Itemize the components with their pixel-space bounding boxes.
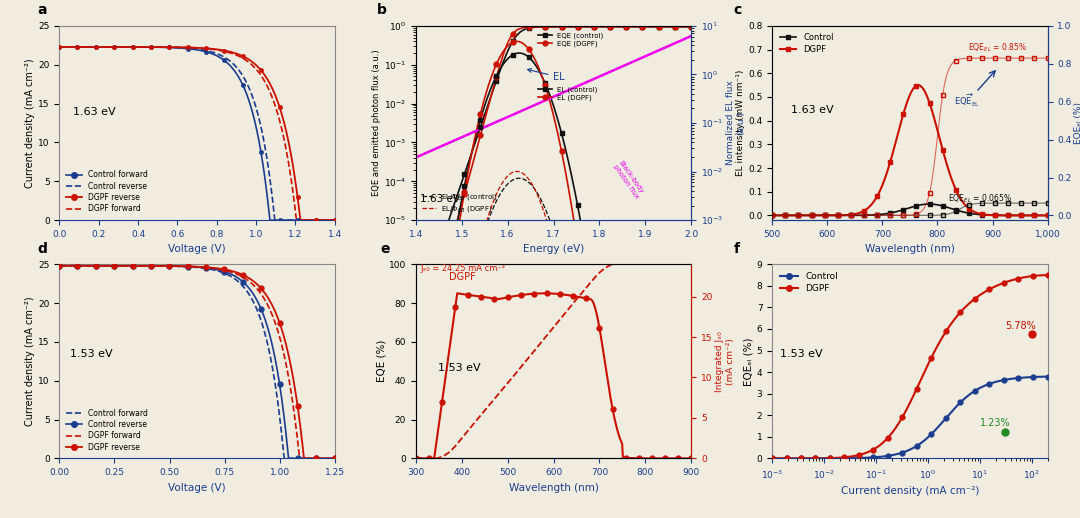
Text: DGPF: DGPF bbox=[449, 272, 475, 282]
Text: c: c bbox=[733, 3, 742, 17]
Text: Jₓ₀ = 24.25 mA cm⁻²: Jₓ₀ = 24.25 mA cm⁻² bbox=[420, 264, 505, 272]
X-axis label: Voltage (V): Voltage (V) bbox=[168, 483, 226, 493]
Text: 1.53 eV: 1.53 eV bbox=[437, 363, 481, 373]
Text: EL: EL bbox=[527, 68, 565, 82]
Y-axis label: Current density (mA cm⁻²): Current density (mA cm⁻²) bbox=[26, 58, 36, 188]
Y-axis label: Integrated Jₓ₀
(mA cm⁻²): Integrated Jₓ₀ (mA cm⁻²) bbox=[715, 331, 734, 392]
Text: 1.63 eV: 1.63 eV bbox=[420, 194, 460, 204]
Text: 1.23%: 1.23% bbox=[980, 418, 1011, 428]
X-axis label: Wavelength (nm): Wavelength (nm) bbox=[509, 483, 598, 493]
Y-axis label: Normalized EL flux
(a.u.): Normalized EL flux (a.u.) bbox=[726, 81, 745, 165]
Text: 5.78%: 5.78% bbox=[1004, 321, 1036, 331]
Text: a: a bbox=[38, 3, 46, 17]
Text: d: d bbox=[38, 241, 48, 255]
Text: EQE$_{EL}$ = 0.065%: EQE$_{EL}$ = 0.065% bbox=[948, 193, 1013, 205]
Y-axis label: EQEₑₗ (%): EQEₑₗ (%) bbox=[744, 337, 754, 385]
Legend: Control forward, Control reverse, DGPF reverse, DGPF forward: Control forward, Control reverse, DGPF r… bbox=[64, 167, 150, 217]
Y-axis label: EQE and emitted photon flux (a.u.): EQE and emitted photon flux (a.u.) bbox=[372, 50, 381, 196]
Text: $\overrightarrow{\rm EQE_{EL}}$: $\overrightarrow{\rm EQE_{EL}}$ bbox=[954, 92, 981, 109]
Text: 1.53 eV: 1.53 eV bbox=[781, 350, 823, 359]
Text: 1.53 eV: 1.53 eV bbox=[70, 350, 113, 359]
Legend: Control, DGPF: Control, DGPF bbox=[777, 30, 837, 57]
Text: f: f bbox=[733, 241, 740, 255]
Legend: EL/$\Phi_{BB}$ (control), EL/$\Phi_{BB}$ (DGPF): EL/$\Phi_{BB}$ (control), EL/$\Phi_{BB}$… bbox=[419, 190, 501, 217]
Text: e: e bbox=[380, 241, 390, 255]
Y-axis label: EQE (%): EQE (%) bbox=[376, 340, 386, 382]
Y-axis label: Current density (mA cm⁻²): Current density (mA cm⁻²) bbox=[26, 296, 36, 426]
Y-axis label: EQEₑₗ (%): EQEₑₗ (%) bbox=[1075, 102, 1080, 144]
X-axis label: Voltage (V): Voltage (V) bbox=[168, 244, 226, 254]
Legend: Control, DGPF: Control, DGPF bbox=[777, 269, 842, 297]
Text: 1.63 eV: 1.63 eV bbox=[792, 105, 834, 116]
Text: EQE$_{EL}$ = 0.85%: EQE$_{EL}$ = 0.85% bbox=[968, 41, 1027, 54]
X-axis label: Energy (eV): Energy (eV) bbox=[523, 244, 584, 254]
Y-axis label: EL intensity (mW nm⁻¹): EL intensity (mW nm⁻¹) bbox=[737, 70, 745, 176]
Text: 1.63 eV: 1.63 eV bbox=[73, 107, 116, 117]
X-axis label: Wavelength (nm): Wavelength (nm) bbox=[865, 244, 955, 254]
X-axis label: Current density (mA cm⁻²): Current density (mA cm⁻²) bbox=[840, 486, 980, 496]
Legend: Control forward, Control reverse, DGPF forward, DGPF reverse: Control forward, Control reverse, DGPF f… bbox=[64, 406, 150, 455]
Text: b: b bbox=[377, 3, 387, 17]
Text: Black-body
photon flux: Black-body photon flux bbox=[611, 160, 645, 200]
